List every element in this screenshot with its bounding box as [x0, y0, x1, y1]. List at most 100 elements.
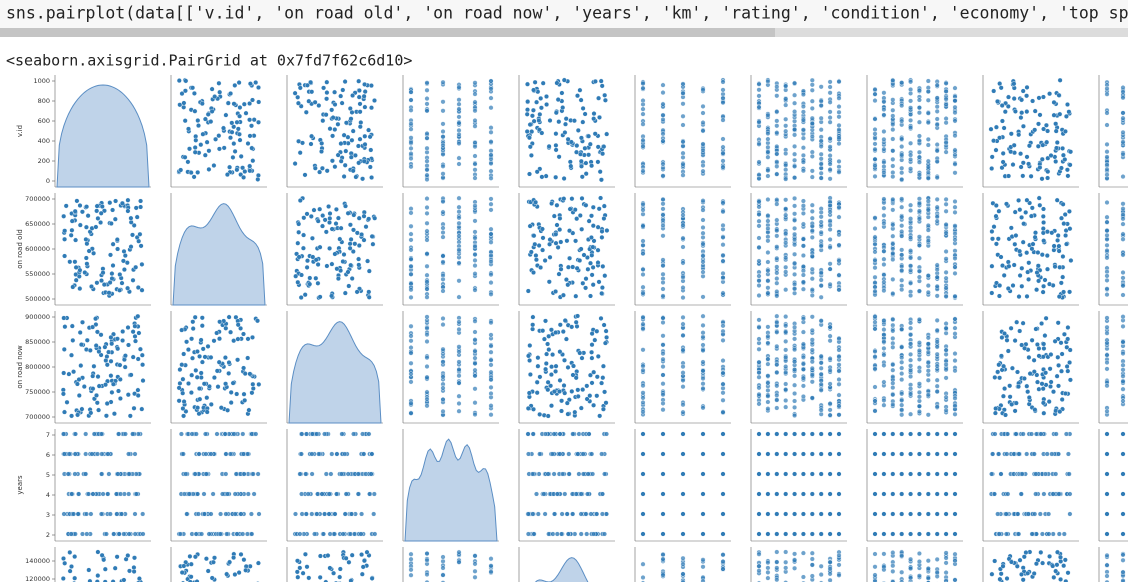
point [756, 278, 762, 284]
point [934, 159, 940, 165]
point [1040, 386, 1046, 392]
point [660, 116, 666, 122]
point [700, 198, 706, 204]
point [952, 104, 958, 110]
point [836, 114, 842, 120]
point [1053, 158, 1059, 164]
point [408, 237, 414, 243]
point [549, 451, 555, 457]
point [350, 128, 356, 134]
point [999, 118, 1005, 124]
point [472, 386, 478, 392]
point [472, 318, 478, 324]
point [783, 128, 789, 134]
point [599, 511, 605, 517]
point [116, 531, 122, 537]
point [256, 381, 262, 387]
point [836, 141, 842, 147]
point [299, 272, 305, 278]
point [1056, 92, 1062, 98]
point [299, 511, 305, 517]
point [559, 531, 565, 537]
point [1036, 95, 1042, 101]
point [440, 234, 446, 240]
point [1024, 293, 1030, 299]
point [899, 511, 905, 517]
point [328, 471, 334, 477]
point [228, 90, 234, 96]
point [774, 362, 780, 368]
point [222, 355, 228, 361]
point [952, 331, 958, 337]
point [440, 253, 446, 259]
point [1005, 431, 1011, 437]
point [660, 400, 666, 406]
point [881, 339, 887, 345]
point [1104, 286, 1110, 292]
point [660, 206, 666, 212]
point [818, 277, 824, 283]
point [356, 94, 362, 100]
point [1104, 166, 1110, 172]
point [680, 172, 686, 178]
point [952, 118, 958, 124]
y-tick-label: 800 [38, 97, 50, 105]
point [568, 163, 574, 169]
point [424, 314, 430, 320]
point [293, 273, 299, 279]
point [925, 451, 931, 457]
point [185, 381, 191, 387]
subplot [634, 311, 731, 424]
point [934, 317, 940, 323]
point [756, 159, 762, 165]
point [488, 86, 494, 92]
point [357, 136, 363, 142]
point [94, 203, 100, 209]
point [1040, 400, 1046, 406]
point [1056, 243, 1062, 249]
point [424, 403, 430, 409]
subplot [866, 311, 963, 424]
point [1018, 115, 1024, 121]
point [556, 271, 562, 277]
point [128, 219, 134, 225]
point [1019, 97, 1025, 103]
point [836, 362, 842, 368]
point [598, 177, 604, 183]
point [408, 400, 414, 406]
point [1104, 408, 1110, 414]
point [916, 172, 922, 178]
point [345, 471, 351, 477]
point [1017, 328, 1023, 334]
point [214, 431, 220, 437]
point [916, 138, 922, 144]
point [544, 101, 550, 107]
point [530, 431, 536, 437]
point [597, 169, 603, 175]
point [595, 224, 601, 230]
point [899, 176, 905, 182]
point [1104, 277, 1110, 283]
subplot [866, 75, 963, 188]
point [809, 395, 815, 401]
point [424, 204, 430, 210]
point [534, 169, 540, 175]
point [347, 241, 353, 247]
point [881, 256, 887, 262]
y-tick-label: 600000 [25, 245, 50, 253]
code-line[interactable]: sns.pairplot(data[['v.id', 'on road old'… [6, 4, 1128, 23]
point [1104, 122, 1110, 128]
point [890, 380, 896, 386]
point [640, 395, 646, 401]
point [680, 471, 686, 477]
point [881, 402, 887, 408]
point [792, 271, 798, 277]
point [579, 174, 585, 180]
point [78, 363, 84, 369]
point [70, 511, 76, 517]
point [827, 109, 833, 115]
scroll-thumb[interactable] [0, 28, 775, 37]
point [800, 329, 806, 335]
point [130, 329, 136, 335]
point [361, 213, 367, 219]
